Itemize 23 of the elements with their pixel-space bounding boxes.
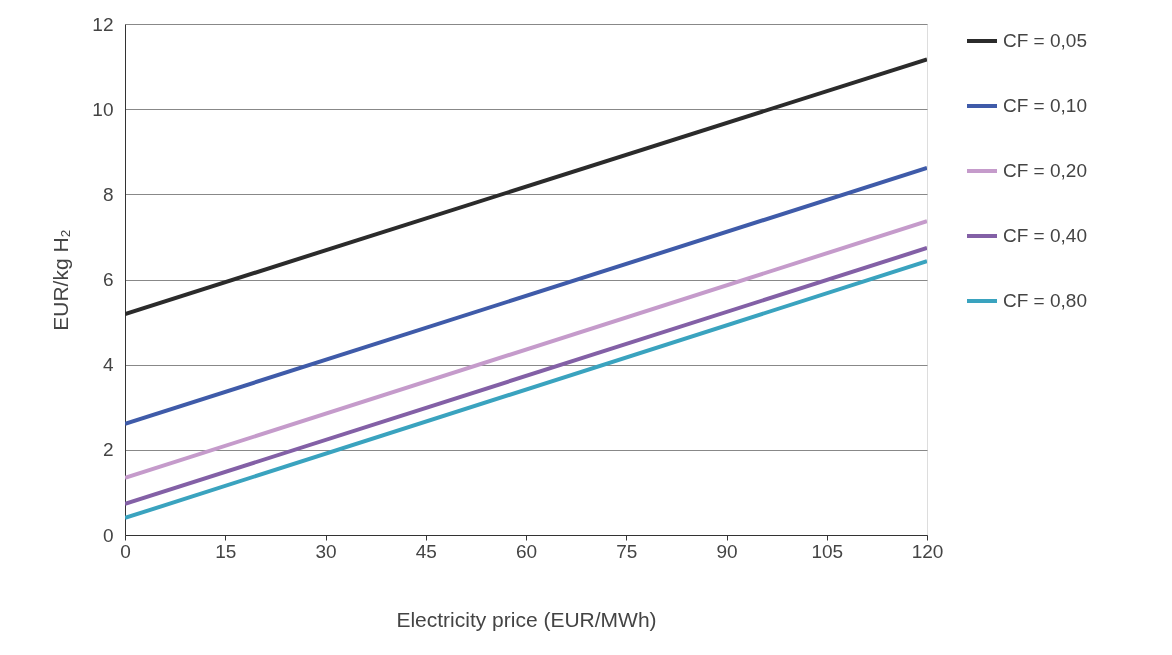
y-tick-label: 8 <box>102 183 114 205</box>
y-tick-label: 0 <box>102 524 114 546</box>
x-axis-title: Electricity price (EUR/MWh) <box>396 607 657 631</box>
legend-label: CF = 0,80 <box>1003 290 1087 311</box>
y-tick-label: 6 <box>102 269 114 290</box>
y-tick-label: 10 <box>92 98 114 120</box>
legend-label: CF = 0,05 <box>1003 30 1087 51</box>
y-tick-label: 2 <box>102 439 114 461</box>
y-axis-title: EUR/kg H₂ <box>49 229 73 331</box>
x-tick-label: 45 <box>415 540 437 562</box>
x-tick-label: 15 <box>215 540 237 562</box>
legend-label: CF = 0,40 <box>1003 225 1087 246</box>
legend-label: CF = 0,10 <box>1003 95 1087 116</box>
legend-label: CF = 0,20 <box>1003 160 1087 181</box>
y-tick-label: 12 <box>92 13 114 35</box>
x-tick-label: 75 <box>616 540 638 562</box>
y-tick-label: 4 <box>102 354 114 376</box>
x-tick-label: 105 <box>811 540 844 562</box>
x-tick-label: 60 <box>515 540 538 562</box>
x-tick-label: 30 <box>315 540 337 562</box>
x-tick-label: 0 <box>120 540 131 562</box>
x-tick-label: 90 <box>716 540 738 562</box>
x-tick-label: 120 <box>911 540 944 562</box>
